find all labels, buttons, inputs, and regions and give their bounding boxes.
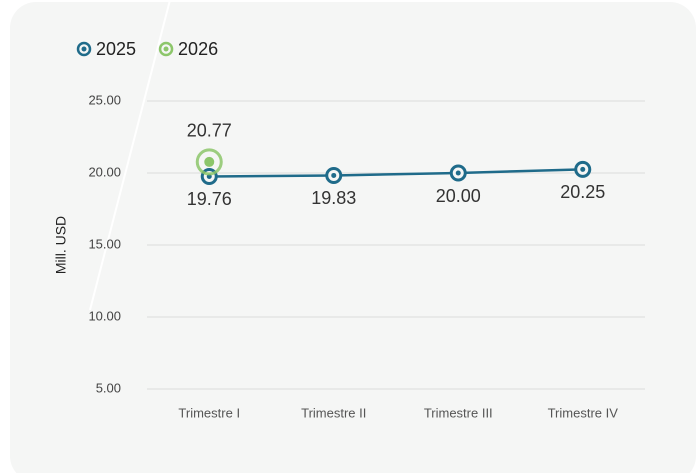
x-tick-label: Trimestre IV (548, 405, 619, 420)
data-label: 20.00 (436, 186, 481, 206)
decor-line (89, 0, 171, 311)
y-tick-label: 10.00 (88, 308, 121, 323)
legend-label: 2026 (178, 39, 218, 59)
legend-marker (76, 41, 92, 57)
y-tick-label: 20.00 (88, 164, 121, 179)
y-tick-label: 15.00 (88, 236, 121, 251)
legend-marker-dot (81, 46, 87, 52)
data-label: 20.77 (187, 121, 232, 141)
x-tick-label: Trimestre I (178, 405, 240, 420)
data-label: 20.25 (560, 182, 605, 202)
point-dot (204, 156, 215, 167)
card (10, 2, 696, 473)
x-tick-label: Trimestre II (301, 405, 366, 420)
series-line (209, 168, 583, 178)
data-label: 19.83 (311, 188, 356, 208)
point (195, 148, 223, 176)
point-dot (580, 166, 586, 172)
point-dot (455, 170, 461, 176)
data-label: 19.76 (187, 189, 232, 209)
legend-marker-dot (163, 46, 169, 52)
y-tick-label: 5.00 (96, 380, 121, 395)
y-tick-label: 25.00 (88, 92, 121, 107)
legend-label: 2025 (96, 39, 136, 59)
y-axis-label: Mill. USD (53, 216, 69, 274)
x-tick-label: Trimestre III (424, 405, 493, 420)
point-dot (331, 172, 337, 178)
legend-marker (158, 41, 174, 57)
